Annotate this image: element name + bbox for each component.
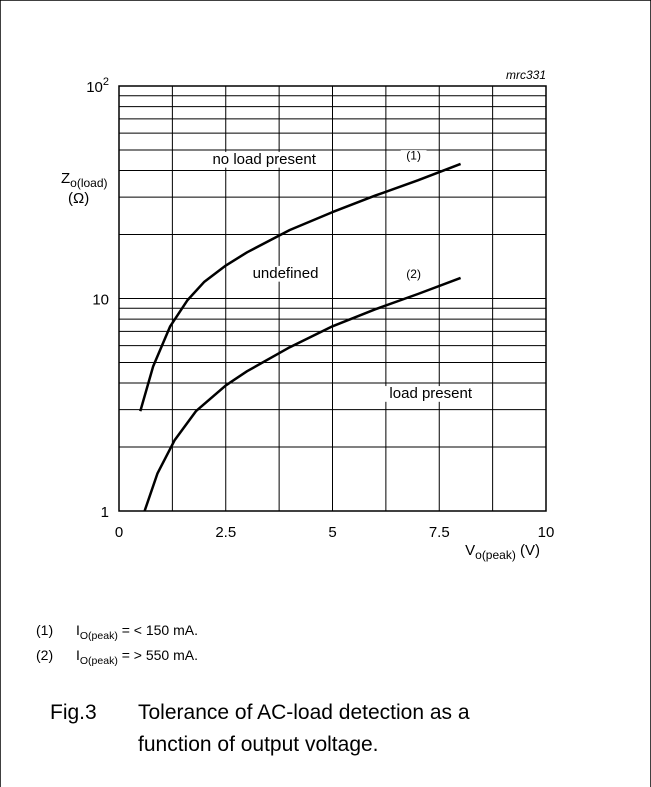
footnote-number: (2) [36,647,54,663]
footnote-text: = < 150 mA. [117,622,198,638]
footnote-symbol: I [76,622,80,638]
footnote-1: (1) IO(peak) = < 150 mA. [36,622,198,642]
annotation-background [199,151,330,168]
footnote-subscript: O(peak) [79,654,118,667]
y-tick-label: 102 [86,76,109,96]
caption-label: Fig.3 [50,701,97,724]
figure-caption: Fig.3 Tolerance of AC-load detection as a… [50,697,538,761]
annotation-label: no load present [212,151,316,168]
y-axis-subscript: o(load) [70,176,107,190]
y-tick-label: 1 [101,504,109,521]
x-axis-unit: (V) [516,542,540,559]
annotation-label: (2) [406,267,421,281]
x-tick-label: 5 [328,524,336,541]
chart-curves [139,162,462,512]
footnote-number: (1) [36,622,54,638]
annotation-label: (1) [406,149,421,163]
figure-code: mrc331 [506,68,546,82]
annotation-label: load present [389,385,472,402]
annotation-background [400,268,427,281]
y-axis-symbol: Z [61,170,70,187]
x-tick-label: 10 [538,524,555,541]
annotation-label: undefined [253,265,319,282]
series-curve-1 [139,162,462,412]
footnote-text: = > 550 mA. [117,647,198,663]
y-tick-base: 10 [86,79,103,96]
annotation-background [378,386,484,402]
x-axis-subscript: o(peak) [475,548,516,562]
footnote-symbol: I [76,647,80,663]
annotation-background [400,150,427,163]
y-tick-label: 10 [92,292,109,309]
x-axis-symbol: V [465,542,475,559]
x-axis-label: Vo(peak) (V) [465,542,540,562]
chart-grid [118,85,547,512]
series-curve-2 [143,276,462,512]
annotation-background [245,265,326,282]
caption-text: Tolerance of AC-load detection as a func… [138,701,470,756]
y-axis-unit: (Ω) [68,190,89,207]
plot-border [118,85,547,512]
y-tick-exponent: 2 [103,76,109,88]
footnote-2: (2) IO(peak) = > 550 mA. [36,647,198,667]
footnote-subscript: O(peak) [79,629,118,642]
x-tick-label: 0 [115,524,123,541]
y-axis-label: Zo(load) [61,170,108,190]
x-tick-label: 7.5 [429,524,450,541]
x-tick-label: 2.5 [215,524,236,541]
